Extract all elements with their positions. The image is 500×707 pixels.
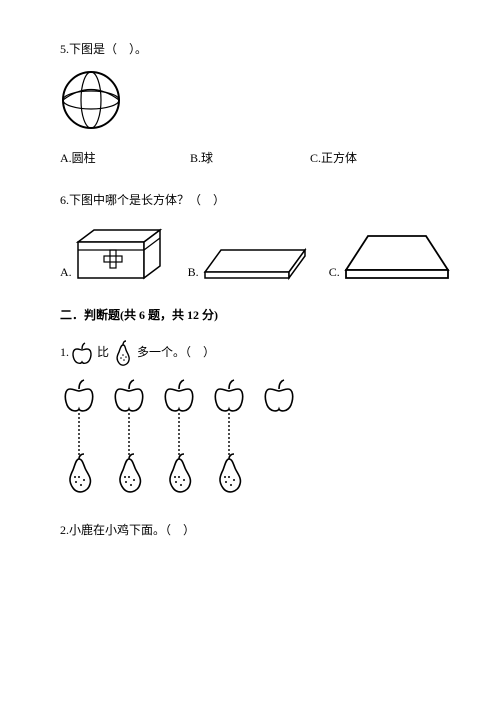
tf2-text-b: ） [183,523,195,537]
q6-figure-b: B. [188,242,311,282]
q6-label-b: B. [188,263,199,282]
tf1-text-b: 多一个。（ [137,343,191,362]
apple-small-icon [69,340,95,366]
q6-label-a: A. [60,263,72,282]
q6-figure-a: A. [60,224,170,282]
q5-options: A.圆柱 B.球 C.正方体 [60,149,450,168]
q6-figure-c: C. [329,230,452,282]
q6-number: 6. [60,193,69,207]
parallelogram-icon [201,242,311,282]
sphere-icon [60,69,122,131]
q6-text-a: 下图中哪个是长方体？（ [69,193,201,207]
tf2-number: 2. [60,523,69,537]
tf1-stem: 1. 比 多一个。（ ） [60,339,450,367]
box-icon [74,224,170,282]
q6-label-c: C. [329,263,340,282]
tf1-number: 1. [60,343,69,362]
tf1-figure [60,377,450,503]
trapezoid-icon [342,230,452,282]
tf2-text-a: 小鹿在小鸡下面。（ [69,523,171,537]
pear-small-icon [111,339,135,367]
worksheet-page: 5.下图是（ ）。 A.圆柱 B.球 C.正方体 6.下图中哪个是长方体？（ ）… [0,0,500,707]
q5-text-b: ）。 [129,42,147,56]
q6-figures: A. B. C. [60,224,450,282]
q5-option-a: A.圆柱 [60,149,190,168]
q5-option-b: B.球 [190,149,310,168]
q5-number: 5. [60,42,69,56]
q5-stem: 5.下图是（ ）。 [60,40,450,59]
q6-text-b: ） [213,193,225,207]
apples-pears-icon [60,377,320,497]
q5-figure [60,69,450,137]
tf2-stem: 2.小鹿在小鸡下面。（ ） [60,521,450,540]
q5-text-a: 下图是（ [69,42,117,56]
q5-option-c: C.正方体 [310,149,357,168]
section-2-title: 二．判断题(共 6 题，共 12 分) [60,306,450,325]
tf1-mid: 比 [97,343,109,362]
tf1-text-c: ） [203,343,215,362]
q6-stem: 6.下图中哪个是长方体？（ ） [60,191,450,210]
